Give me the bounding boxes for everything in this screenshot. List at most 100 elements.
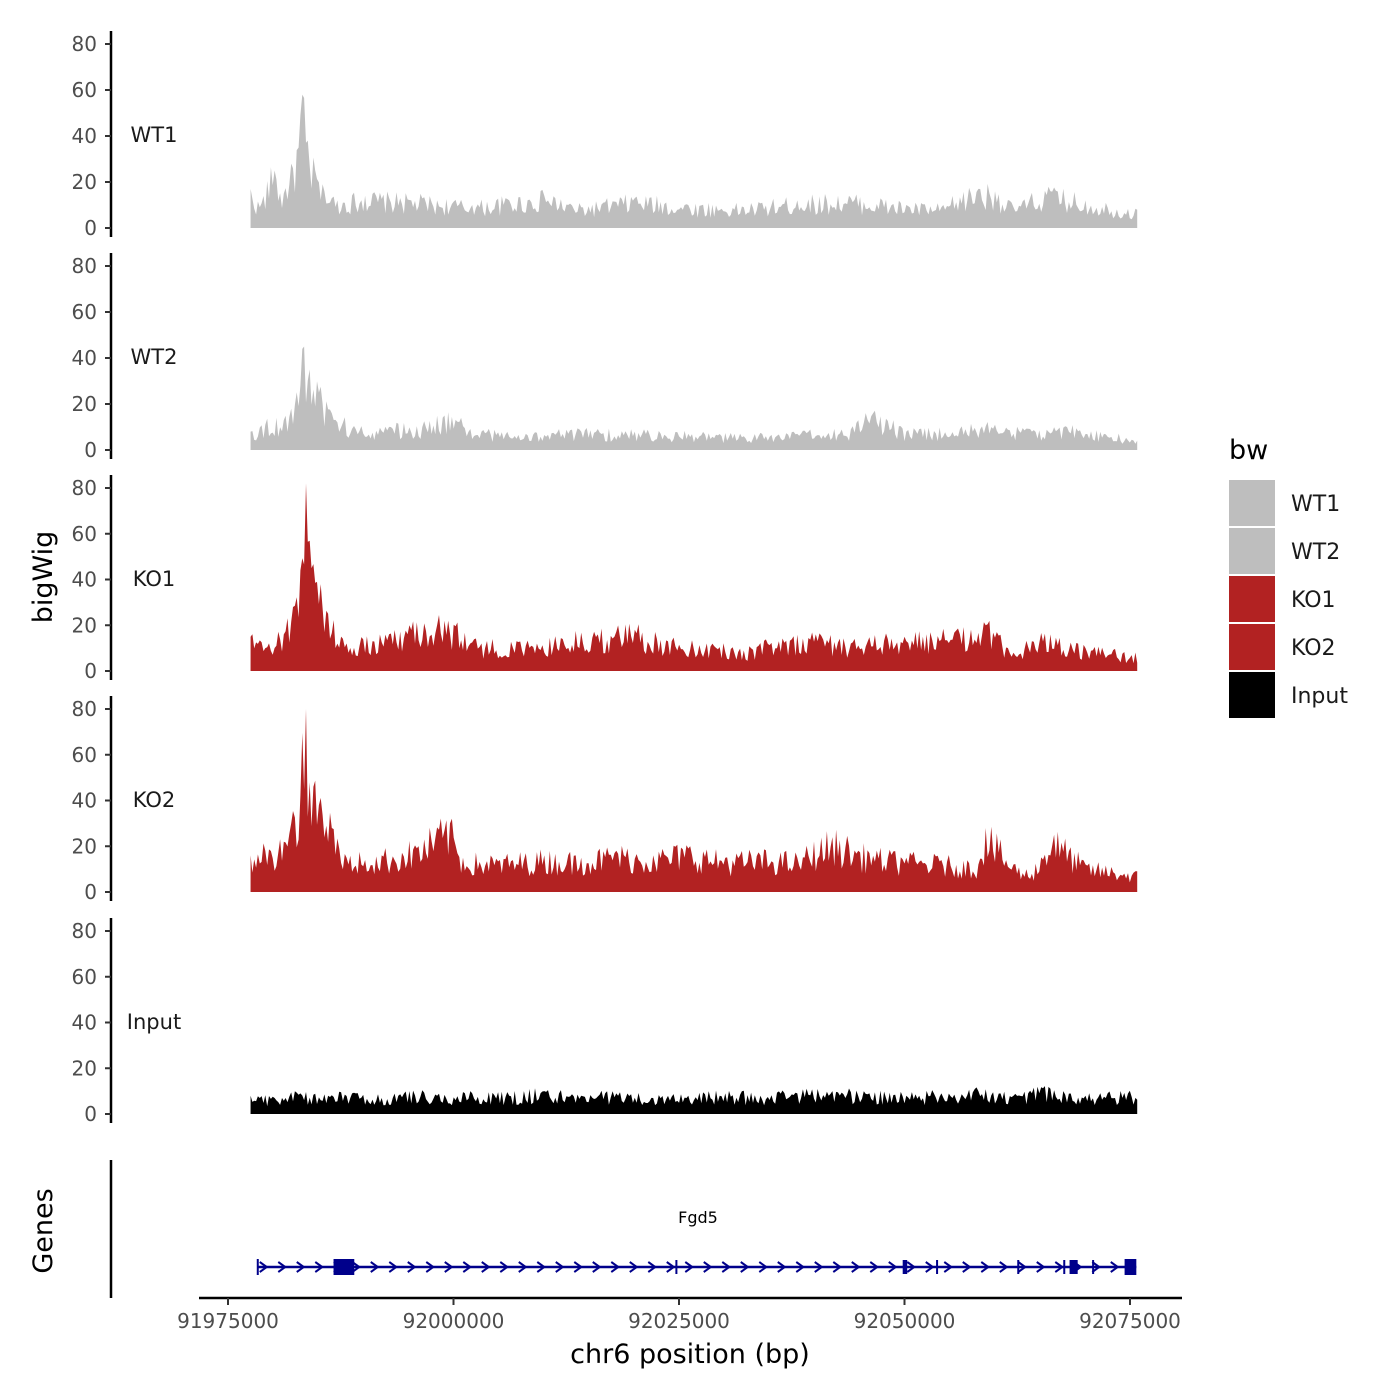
y-tick-label: 20: [72, 1056, 97, 1080]
x-tick-label: 92075000: [1079, 1309, 1181, 1333]
y-tick-label: 0: [84, 438, 97, 462]
y-tick-label: 40: [72, 124, 97, 148]
y-tick-label: 60: [72, 78, 97, 102]
y-tick-label: 80: [72, 32, 97, 56]
strand-arrow: [721, 1261, 731, 1273]
strand-arrow: [814, 1261, 824, 1273]
gene-name-label: Fgd5: [678, 1208, 718, 1227]
strand-arrow: [296, 1261, 306, 1273]
legend-label-ko2: KO2: [1291, 636, 1336, 661]
strand-arrow: [888, 1261, 898, 1273]
strand-arrow: [370, 1261, 380, 1273]
track-label-input: Input: [127, 1010, 181, 1034]
y-tick-label: 0: [84, 1102, 97, 1126]
strand-arrow: [703, 1261, 713, 1273]
strand-arrow: [1017, 1261, 1027, 1273]
gene-exon: [1063, 1260, 1066, 1274]
x-tick-label: 92000000: [403, 1309, 505, 1333]
y-axis-title: bigWig: [28, 531, 59, 624]
y-tick-label: 60: [72, 743, 97, 767]
track-label-ko2: KO2: [133, 788, 176, 812]
track-label-wt1: WT1: [131, 123, 178, 147]
y-tick-label: 80: [72, 476, 97, 500]
legend-title: bw: [1229, 435, 1268, 466]
strand-arrow: [592, 1261, 602, 1273]
y-tick-label: 40: [72, 1011, 97, 1035]
strand-arrow: [573, 1261, 583, 1273]
track-ko1: 0 20 40 60 80 KO1: [72, 475, 1138, 683]
strand-arrow: [481, 1261, 491, 1273]
track-ko2: 0 20 40 60 80 KO2: [72, 696, 1138, 904]
legend-label-input: Input: [1291, 684, 1348, 709]
strand-arrow: [610, 1261, 620, 1273]
y-tick-label: 20: [72, 834, 97, 858]
legend-key-input: [1229, 672, 1275, 718]
legend-key-wt2: [1229, 528, 1275, 574]
y-tick-label: 40: [72, 568, 97, 592]
strand-arrow: [666, 1261, 676, 1273]
strand-arrow: [999, 1261, 1009, 1273]
track-wt1: 0 20 40 60 80 WT1: [72, 31, 1138, 240]
track-wt2: 0 20 40 60 80 WT2: [72, 253, 1138, 462]
y-tick-label: 0: [84, 216, 97, 240]
y-tick-label: 80: [72, 697, 97, 721]
strand-arrow: [943, 1261, 953, 1273]
strand-arrow: [758, 1261, 768, 1273]
strand-arrow: [425, 1261, 435, 1273]
strand-arrow: [444, 1261, 454, 1273]
strand-arrow: [1054, 1261, 1064, 1273]
gene-exon: [1069, 1260, 1078, 1274]
y-tick-label: 0: [84, 659, 97, 683]
legend-key-ko1: [1229, 576, 1275, 622]
y-tick-label: 60: [72, 522, 97, 546]
legend-label-wt2: WT2: [1291, 540, 1340, 565]
strand-arrow: [1091, 1261, 1101, 1273]
track-input: 0 20 40 60 80 Input: [72, 918, 1138, 1126]
legend-key-wt1: [1229, 480, 1275, 526]
y-tick-label: 20: [72, 392, 97, 416]
gene-exon: [902, 1260, 908, 1274]
strand-arrow: [499, 1261, 509, 1273]
strand-arrow: [906, 1261, 916, 1273]
y-tick-label: 60: [72, 300, 97, 324]
coverage-area-ko2: [250, 709, 1138, 892]
strand-arrow: [832, 1261, 842, 1273]
strand-arrow: [795, 1261, 805, 1273]
strand-arrow: [277, 1261, 287, 1273]
legend-label-ko1: KO1: [1291, 588, 1336, 613]
track-label-wt2: WT2: [131, 345, 178, 369]
coverage-area-ko1: [250, 483, 1138, 671]
strand-arrow: [462, 1261, 472, 1273]
strand-arrow: [555, 1261, 565, 1273]
strand-arrow: [869, 1261, 879, 1273]
strand-arrow: [388, 1261, 398, 1273]
strand-arrow: [407, 1261, 417, 1273]
y-tick-label: 60: [72, 965, 97, 989]
y-tick-label: 80: [72, 919, 97, 943]
strand-arrow: [980, 1261, 990, 1273]
strand-arrow: [740, 1261, 750, 1273]
strand-arrow: [536, 1261, 546, 1273]
x-tick-label: 91975000: [177, 1309, 279, 1333]
gene-exon: [1124, 1259, 1137, 1275]
strand-arrow: [259, 1261, 269, 1273]
gene-exon: [1017, 1260, 1020, 1274]
gene-exon: [1092, 1260, 1095, 1274]
strand-arrow: [1036, 1261, 1046, 1273]
gene-exon: [936, 1260, 939, 1274]
strand-arrow: [647, 1261, 657, 1273]
strand-arrow: [314, 1261, 324, 1273]
strand-arrow: [518, 1261, 528, 1273]
legend-key-ko2: [1229, 624, 1275, 670]
gene-panel-label: Genes: [28, 1188, 59, 1273]
coverage-area-wt1: [250, 94, 1138, 228]
strand-arrow: [851, 1261, 861, 1273]
y-tick-label: 20: [72, 170, 97, 194]
strand-arrow: [962, 1261, 972, 1273]
strand-arrow: [925, 1261, 935, 1273]
strand-arrow: [351, 1261, 361, 1273]
strand-arrow: [1110, 1261, 1120, 1273]
x-tick-label: 92050000: [854, 1309, 956, 1333]
coverage-area-wt2: [250, 346, 1138, 450]
